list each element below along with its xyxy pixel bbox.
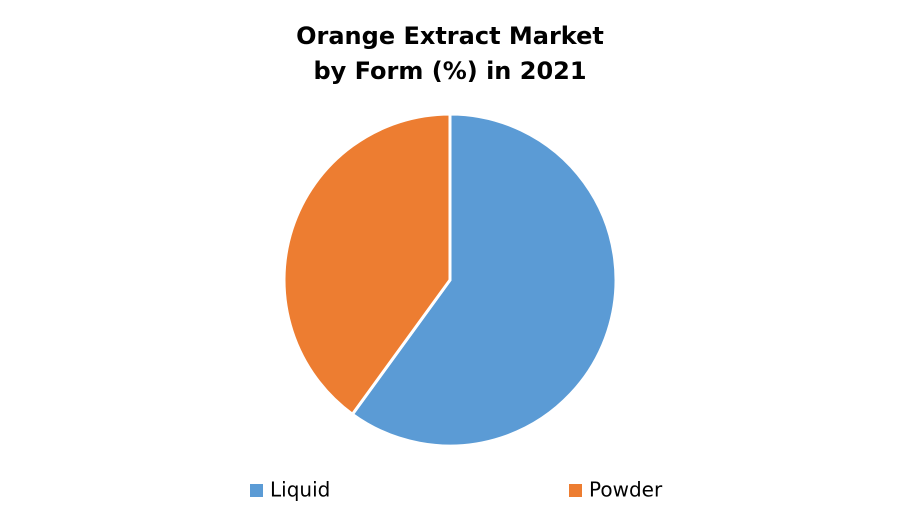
legend-swatch — [569, 484, 582, 497]
legend-swatch — [250, 484, 263, 497]
legend-label: Liquid — [270, 478, 330, 502]
chart-title: by Form (%) in 2021 — [313, 57, 586, 85]
chart-title: Orange Extract Market — [296, 22, 604, 50]
pie-slice — [282, 112, 452, 417]
pie-slice — [350, 112, 618, 448]
legend-label: Powder — [589, 478, 663, 502]
